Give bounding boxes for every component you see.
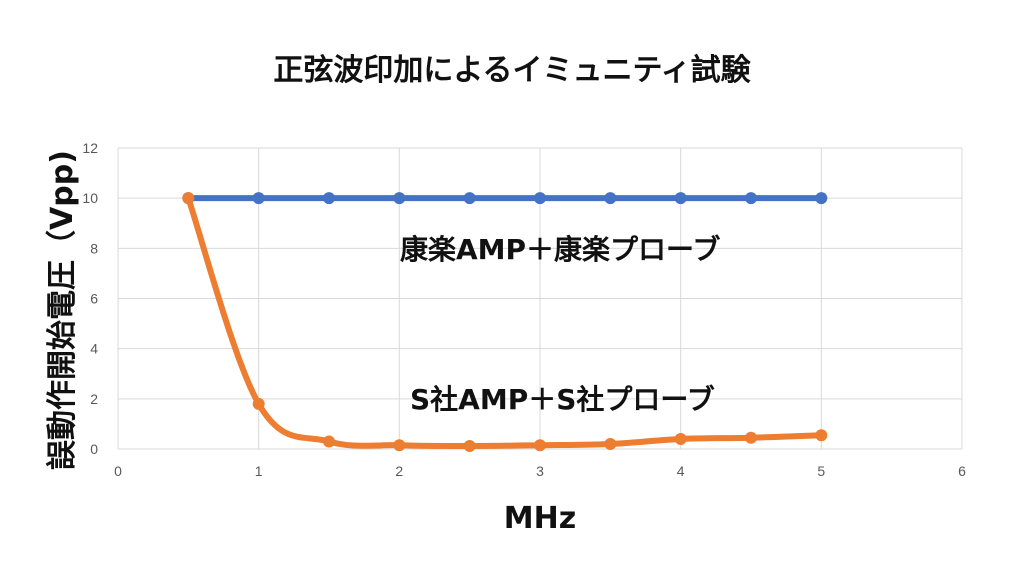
data-point (815, 429, 828, 442)
data-point (463, 192, 476, 205)
x-tick-label: 2 (395, 463, 403, 479)
data-point (745, 192, 757, 205)
series-label-s-company: S社AMP＋S社プローブ (410, 383, 715, 416)
x-axis-title: MHz (504, 501, 576, 536)
y-tick-label: 8 (90, 240, 98, 256)
y-tick-label: 0 (90, 441, 98, 457)
data-point (252, 192, 265, 205)
data-point (323, 192, 335, 205)
y-tick-label: 4 (90, 341, 98, 357)
data-point (393, 192, 406, 205)
x-tick-label: 3 (536, 463, 544, 479)
data-point (182, 192, 195, 205)
y-tick-label: 10 (82, 190, 98, 206)
y-axis-title: 誤動作開始電圧（Vpp) (45, 150, 80, 470)
data-point (323, 435, 335, 448)
data-point (463, 439, 476, 452)
y-tick-label: 12 (82, 140, 98, 156)
data-point (604, 192, 617, 205)
data-point (815, 192, 828, 205)
data-point (252, 397, 265, 410)
y-tick-label: 6 (90, 291, 98, 307)
x-tick-label: 5 (817, 463, 825, 479)
x-tick-label: 4 (677, 463, 685, 479)
data-point (604, 437, 617, 450)
data-point (534, 192, 546, 205)
data-point (534, 439, 546, 452)
x-tick-label: 6 (958, 463, 966, 479)
series-0 (182, 192, 828, 205)
data-point (674, 432, 687, 445)
series-label-kouraku: 康楽AMP＋康楽プローブ (400, 233, 720, 266)
x-tick-label: 1 (255, 463, 263, 479)
data-point (393, 439, 406, 452)
data-point (674, 192, 687, 205)
x-tick-label: 0 (114, 463, 122, 479)
chart-title: 正弦波印加によるイミュニティ試験 (273, 53, 751, 88)
series-1 (182, 192, 828, 452)
data-point (745, 431, 757, 444)
y-tick-label: 2 (90, 391, 98, 407)
series-layer (182, 192, 828, 452)
